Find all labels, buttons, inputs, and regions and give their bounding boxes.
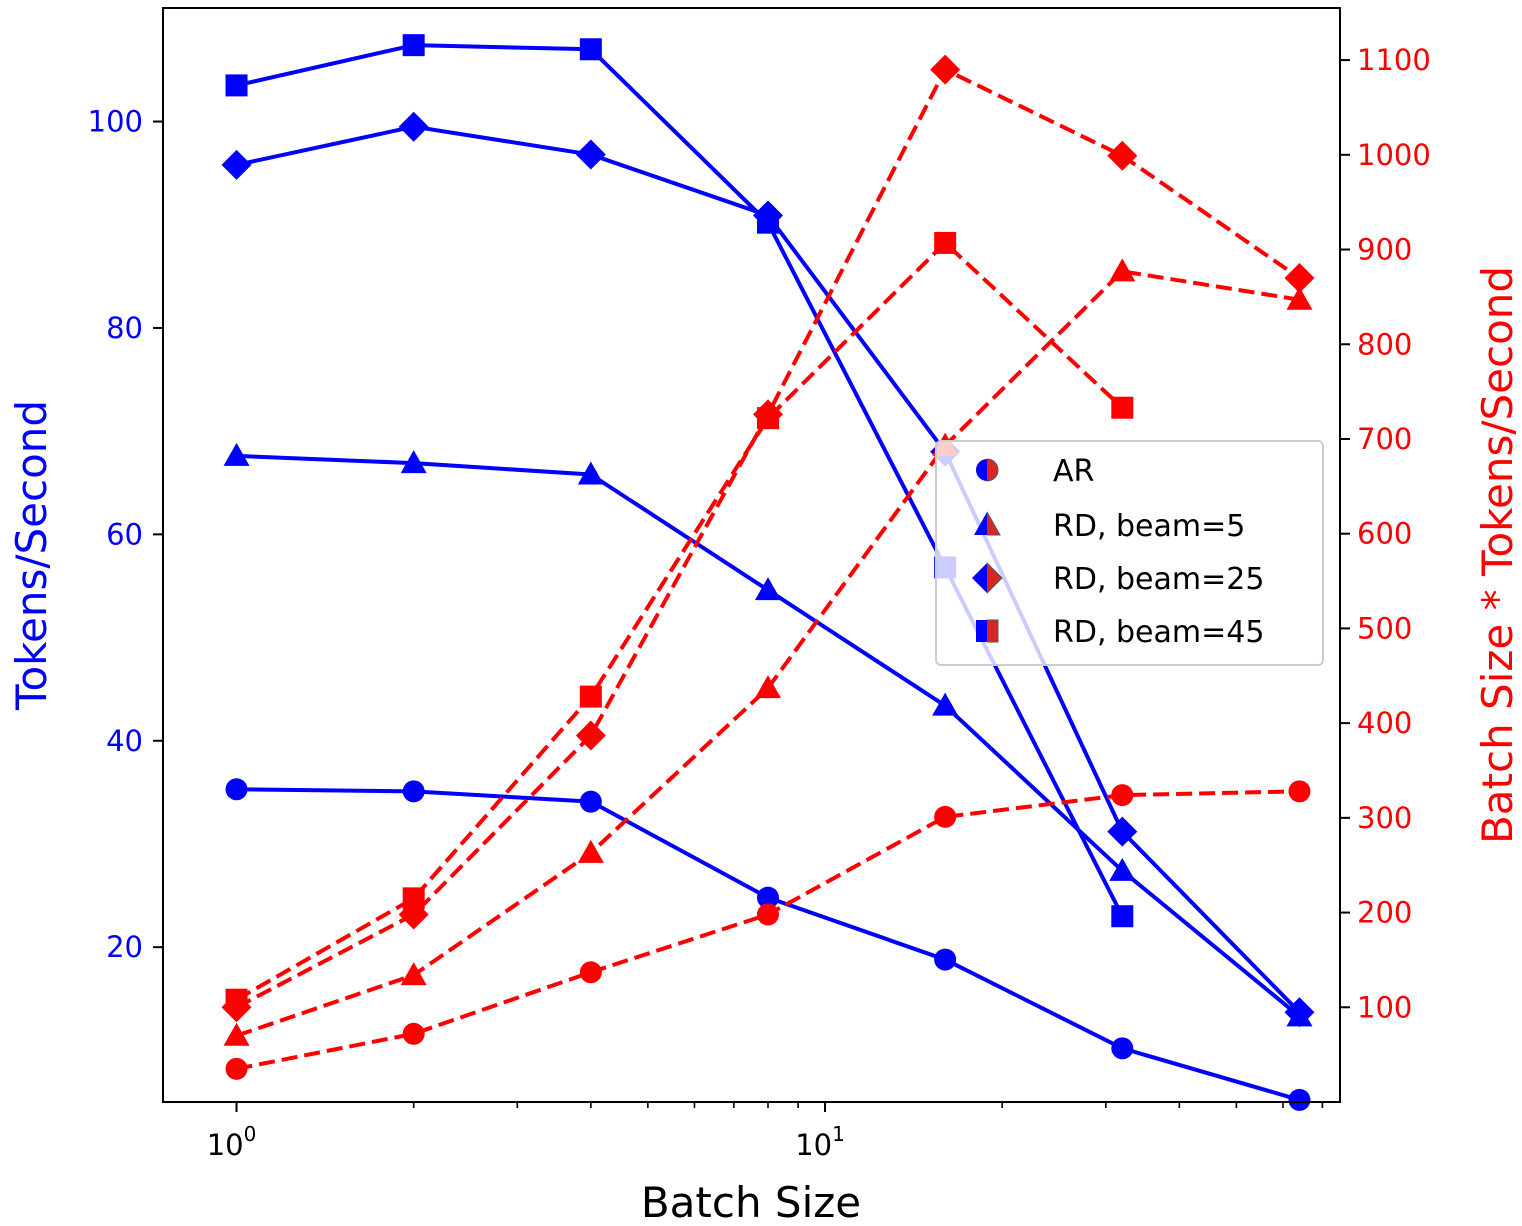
x-axis-label: Batch Size [641, 1178, 861, 1226]
ar-tokens-line [236, 787, 1301, 1102]
rd-beam-5-tokens-point [932, 692, 959, 716]
legend-label: RD, beam=5 [1053, 509, 1245, 544]
ar-throughput-point [756, 903, 779, 926]
y-right-tick-label: 900 [1357, 233, 1412, 267]
y-axis-left-label: Tokens/Second [7, 400, 56, 711]
rd-beam-5-tokens-point [577, 461, 604, 485]
rd-beam-45-throughput-point [579, 685, 602, 708]
rd-beam-25-tokens-point [1284, 997, 1315, 1028]
legend-rd-beam-5-marker-red [987, 510, 1001, 536]
legend-label: AR [1053, 454, 1094, 489]
ar-tokens-point [579, 790, 602, 813]
y-right-tick-label: 500 [1357, 611, 1412, 645]
rd-beam-5-tokens-point [223, 442, 250, 466]
legend-marker-left [976, 459, 987, 481]
y-right-tick-label: 1000 [1357, 138, 1431, 172]
y-right-tick-label: 700 [1357, 422, 1412, 456]
rd-beam-25-throughput-point [930, 54, 961, 85]
y-left-tick-label: 20 [106, 930, 143, 964]
rd-beam-45-throughput-point [225, 988, 248, 1011]
y-left-tick-label: 40 [106, 724, 143, 758]
rd-beam-5-throughput-point [577, 839, 604, 863]
ar-throughput-point [402, 1022, 425, 1045]
ar-throughput-point [1111, 784, 1134, 807]
rd-beam-45-tokens-point [402, 34, 425, 57]
legend-rd-beam-25-marker-red [987, 562, 1003, 594]
ar-tokens-point [934, 948, 957, 971]
rd-beam-25-tokens-point [575, 139, 606, 170]
rd-beam-25-throughput-point [1107, 140, 1138, 171]
ar-tokens-point [1288, 1088, 1311, 1111]
y-right-tick-label: 1100 [1357, 43, 1431, 77]
legend-marker-right [987, 458, 999, 482]
legend-marker-left [974, 512, 987, 535]
rd-beam-25-tokens-point [398, 111, 429, 142]
legend-marker-left [972, 563, 987, 593]
rd-beam-45-tokens-point [225, 74, 248, 97]
legend-ar-marker-red [987, 458, 999, 482]
legend-marker-left [976, 620, 987, 642]
legend-box [935, 440, 1324, 666]
y-left-tick-label: 100 [88, 105, 143, 139]
x-tick-label: 100 [207, 1122, 257, 1162]
plot-frame [162, 7, 1341, 1103]
rd-beam-5-throughput-point [400, 962, 427, 986]
legend-label: RD, beam=25 [1053, 562, 1264, 597]
y-right-tick-label: 300 [1357, 801, 1412, 835]
x-tick-label: 101 [795, 1122, 845, 1162]
y-right-tick-label: 200 [1357, 896, 1412, 930]
y-axis-right: 100 200 300 400 500 600 700 800 900 1000 1100 [1340, 43, 1431, 1024]
rd-beam-5-throughput-point [223, 1022, 250, 1046]
rd-beam-45-throughput-point [934, 231, 957, 254]
legend-rd-beam-45-marker-red [987, 619, 999, 643]
legend: AR RD, beam=5 RD, beam=25 RD, beam=45 [935, 440, 1324, 666]
ar-throughput-line [236, 789, 1300, 1071]
y-right-tick-label: 600 [1357, 517, 1412, 551]
ar-tokens-point [756, 886, 779, 909]
legend-marker-right [987, 619, 999, 643]
x-axis: 100 101 [207, 1102, 1324, 1162]
rd-beam-5-tokens-point [1109, 857, 1136, 881]
throughput-series [221, 54, 1315, 1080]
rd-beam-45-throughput-point [756, 407, 779, 430]
ar-throughput-point [1288, 780, 1311, 803]
y-right-tick-label: 100 [1357, 990, 1412, 1024]
y-right-tick-label: 800 [1357, 327, 1412, 361]
legend-marker-right [987, 562, 1003, 594]
rd-beam-25-throughput-point [575, 720, 606, 751]
rd-beam-45-throughput-line [235, 240, 1124, 1002]
rd-beam-45-throughput-point [1111, 396, 1134, 419]
ar-throughput-point [225, 1057, 248, 1080]
rd-beam-5-throughput-point [1109, 258, 1136, 282]
rd-beam-25-throughput-point [1284, 262, 1315, 293]
y-right-tick-label: 400 [1357, 706, 1412, 740]
rd-beam-45-tokens-point [1111, 905, 1134, 928]
ar-tokens-point [402, 780, 425, 803]
rd-beam-5-tokens-point [754, 577, 781, 601]
legend-marker-right [987, 510, 1001, 536]
rd-beam-45-tokens-point [756, 211, 779, 234]
y-axis-left: 20 40 60 80 100 [88, 105, 163, 964]
rd-beam-25-tokens-point [221, 149, 252, 180]
rd-beam-5-tokens-point [400, 450, 427, 474]
legend-label: RD, beam=45 [1053, 615, 1264, 650]
rd-beam-25-tokens-point [1107, 816, 1138, 847]
y-left-tick-label: 60 [106, 517, 143, 551]
rd-beam-45-throughput-point [402, 887, 425, 910]
rd-beam-5-throughput-point [1286, 286, 1313, 310]
ar-tokens-point [1111, 1037, 1134, 1060]
legend-rd-beam-25-marker-blue [972, 563, 987, 593]
ar-throughput-point [934, 805, 957, 828]
legend-ar-marker-blue [976, 459, 987, 481]
legend-rd-beam-5-marker-blue [974, 512, 987, 535]
ar-tokens-point [225, 778, 248, 801]
y-axis-right-label: Batch Size * Tokens/Second [1473, 266, 1522, 844]
rd-beam-5-throughput-point [754, 675, 781, 699]
rd-beam-45-tokens-point [579, 38, 602, 61]
y-left-tick-label: 80 [106, 311, 143, 345]
ar-throughput-point [579, 961, 602, 984]
legend-rd-beam-45-marker-blue [976, 620, 987, 642]
